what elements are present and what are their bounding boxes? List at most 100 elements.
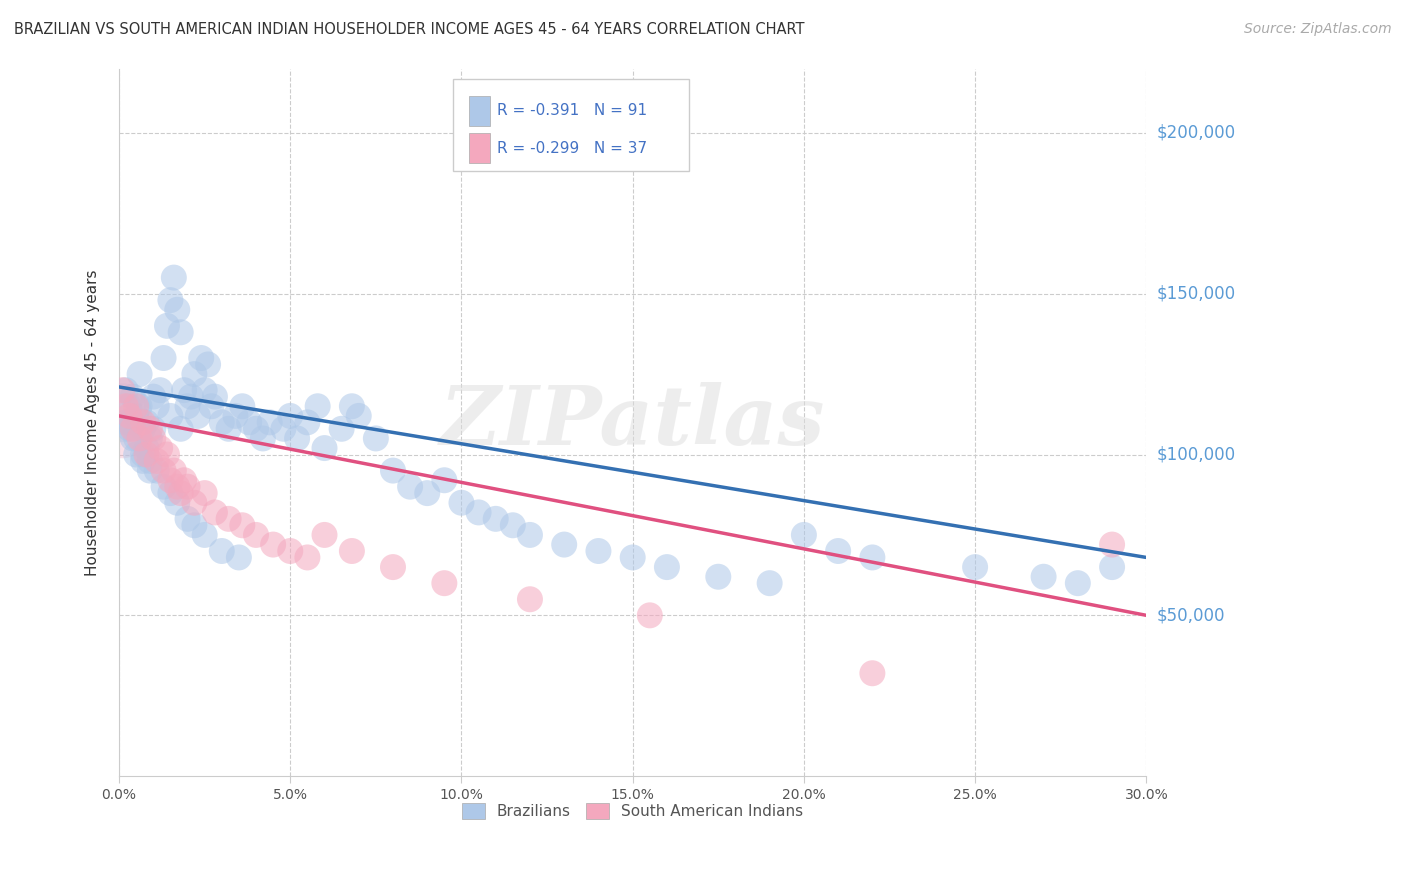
Point	[118, 422, 141, 436]
Point	[132, 415, 155, 429]
Point	[553, 538, 575, 552]
Point	[115, 399, 138, 413]
Point	[166, 496, 188, 510]
Point	[118, 409, 141, 423]
Point	[297, 550, 319, 565]
Point	[827, 544, 849, 558]
Point	[340, 399, 363, 413]
Point	[159, 486, 181, 500]
Point	[860, 666, 883, 681]
Point	[297, 415, 319, 429]
Point	[245, 528, 267, 542]
Point	[467, 505, 489, 519]
Point	[115, 415, 138, 429]
Point	[139, 464, 162, 478]
Point	[152, 351, 174, 365]
Point	[139, 422, 162, 436]
Legend: Brazilians, South American Indians: Brazilians, South American Indians	[456, 797, 810, 825]
Point	[519, 592, 541, 607]
Point	[111, 406, 134, 420]
Point	[204, 390, 226, 404]
Point	[176, 512, 198, 526]
FancyBboxPatch shape	[470, 133, 489, 163]
Point	[170, 326, 193, 340]
Point	[238, 415, 260, 429]
FancyBboxPatch shape	[453, 79, 689, 171]
Point	[173, 383, 195, 397]
Point	[197, 358, 219, 372]
Point	[793, 528, 815, 542]
Point	[125, 448, 148, 462]
Point	[111, 383, 134, 397]
Text: Source: ZipAtlas.com: Source: ZipAtlas.com	[1244, 22, 1392, 37]
Point	[180, 390, 202, 404]
Point	[125, 432, 148, 446]
Point	[139, 454, 162, 468]
Point	[194, 528, 217, 542]
Point	[142, 432, 165, 446]
Point	[364, 432, 387, 446]
Point	[519, 528, 541, 542]
Point	[218, 512, 240, 526]
Point	[128, 367, 150, 381]
Point	[163, 270, 186, 285]
Y-axis label: Householder Income Ages 45 - 64 years: Householder Income Ages 45 - 64 years	[86, 269, 100, 575]
Text: R = -0.299   N = 37: R = -0.299 N = 37	[498, 141, 647, 155]
Point	[159, 473, 181, 487]
Point	[285, 432, 308, 446]
Point	[173, 473, 195, 487]
Point	[707, 570, 730, 584]
Point	[142, 422, 165, 436]
Point	[433, 473, 456, 487]
FancyBboxPatch shape	[470, 95, 489, 126]
Text: BRAZILIAN VS SOUTH AMERICAN INDIAN HOUSEHOLDER INCOME AGES 45 - 64 YEARS CORRELA: BRAZILIAN VS SOUTH AMERICAN INDIAN HOUSE…	[14, 22, 804, 37]
Point	[758, 576, 780, 591]
Point	[416, 486, 439, 500]
Point	[118, 415, 141, 429]
Point	[183, 496, 205, 510]
Point	[211, 415, 233, 429]
Point	[170, 422, 193, 436]
Point	[262, 538, 284, 552]
Point	[1101, 560, 1123, 574]
Point	[231, 518, 253, 533]
Point	[121, 390, 143, 404]
Point	[156, 448, 179, 462]
Point	[638, 608, 661, 623]
Point	[211, 544, 233, 558]
Point	[142, 390, 165, 404]
Text: $200,000: $200,000	[1157, 124, 1236, 142]
Point	[218, 422, 240, 436]
Point	[1101, 538, 1123, 552]
Point	[204, 505, 226, 519]
Point	[139, 432, 162, 446]
Text: R = -0.391   N = 91: R = -0.391 N = 91	[498, 103, 647, 119]
Point	[330, 422, 353, 436]
Point	[314, 441, 336, 455]
Point	[125, 399, 148, 413]
Point	[399, 480, 422, 494]
Point	[621, 550, 644, 565]
Point	[1032, 570, 1054, 584]
Point	[382, 464, 405, 478]
Point	[252, 432, 274, 446]
Point	[132, 422, 155, 436]
Point	[149, 441, 172, 455]
Point	[228, 550, 250, 565]
Point	[183, 518, 205, 533]
Point	[135, 415, 157, 429]
Point	[118, 399, 141, 413]
Point	[278, 409, 301, 423]
Point	[135, 448, 157, 462]
Point	[194, 486, 217, 500]
Point	[115, 383, 138, 397]
Point	[163, 464, 186, 478]
Text: ZIPatlas: ZIPatlas	[440, 383, 825, 462]
Point	[159, 293, 181, 307]
Point	[128, 399, 150, 413]
Point	[382, 560, 405, 574]
Point	[307, 399, 329, 413]
Point	[125, 409, 148, 423]
Point	[170, 486, 193, 500]
Point	[200, 399, 222, 413]
